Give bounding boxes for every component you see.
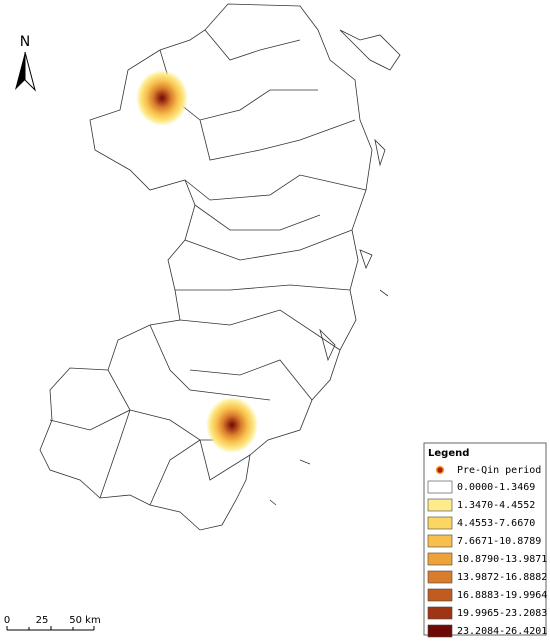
- legend-swatch: [427, 534, 453, 548]
- legend-swatch: [427, 588, 453, 602]
- legend-label: 1.3470-4.4552: [457, 500, 535, 511]
- legend-point-symbol: [435, 465, 445, 475]
- scale-label: 0: [4, 615, 10, 626]
- hotspot: [136, 70, 188, 126]
- hotspot: [206, 397, 258, 453]
- legend-label: Pre-Qin period: [457, 465, 541, 476]
- legend-label: 0.0000-1.3469: [457, 482, 535, 493]
- scale-label: 25: [36, 615, 49, 626]
- legend-label: 4.4553-7.6670: [457, 518, 535, 529]
- legend-label: 13.9872-16.8882: [457, 572, 547, 583]
- legend-label: 23.2084-26.4201: [457, 626, 547, 637]
- legend-swatch: [427, 624, 453, 638]
- region-boundaries: [39, 3, 401, 531]
- legend-swatch: [427, 606, 453, 620]
- legend-swatch: [427, 570, 453, 584]
- legend-title: Legend: [428, 448, 469, 459]
- legend-label: 10.8790-13.9871: [457, 554, 547, 565]
- scale-label: 50 km: [69, 615, 100, 626]
- legend-label: 7.6671-10.8789: [457, 536, 541, 547]
- legend-swatch: [427, 498, 453, 512]
- legend-swatch: [427, 516, 453, 530]
- north-label: N: [20, 34, 30, 50]
- legend-label: 16.8883-19.9964: [457, 590, 547, 601]
- legend-swatch: [427, 480, 453, 494]
- legend-swatch: [427, 552, 453, 566]
- north-arrow: [15, 52, 25, 90]
- scale-bar: [6, 626, 95, 631]
- legend-label: 19.9965-23.2083: [457, 608, 547, 619]
- north-arrow: [24, 51, 36, 92]
